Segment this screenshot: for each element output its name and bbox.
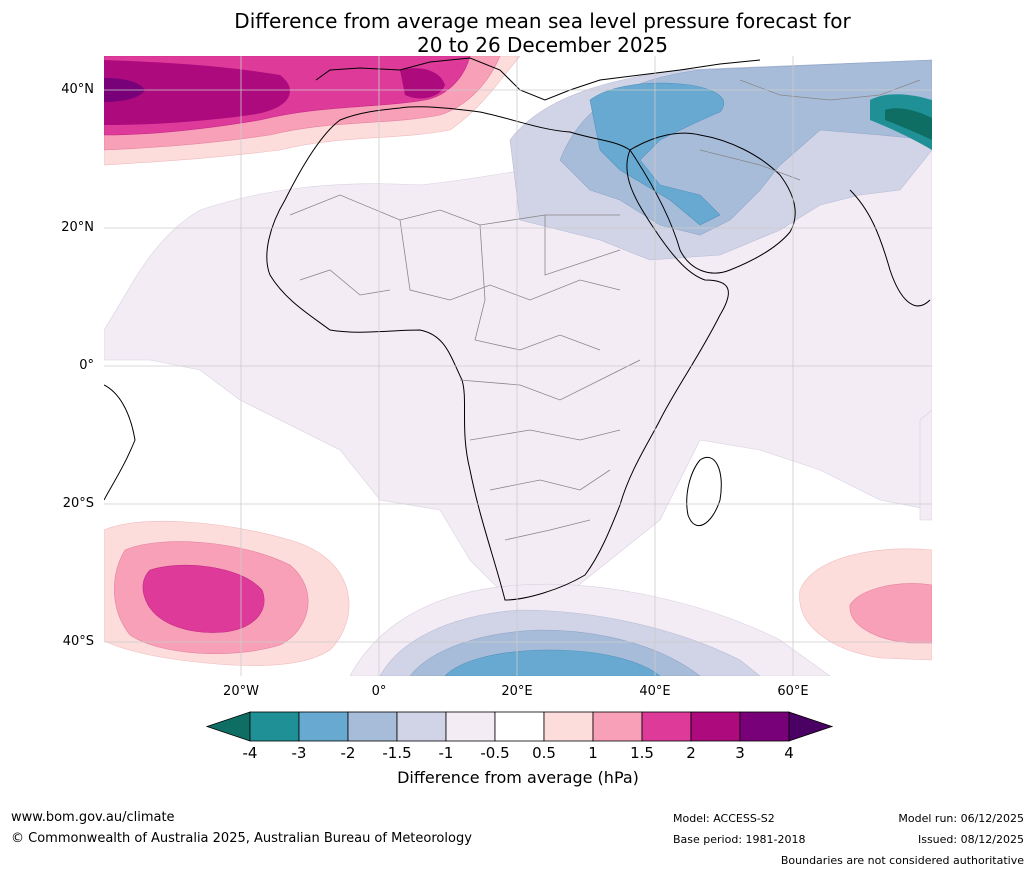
madagascar-coastline [686,457,722,527]
colorbar [205,711,834,742]
colorbar-extend-high [788,711,834,742]
arabian-peninsula-coastline [629,132,796,274]
colorbar-tick-label: -0.5 [480,744,510,762]
colorbar-tick-label: 3 [735,744,745,762]
colorbar-segment [347,711,398,742]
colorbar-tick-label: -2 [340,744,356,762]
colorbar-segment [396,711,447,742]
colorbar-tick-label: -1 [438,744,454,762]
africa-coastline [266,106,729,601]
footer-disclaimer: Boundaries are not considered authoritat… [780,854,1024,867]
colorbar-tick-label: 4 [784,744,794,762]
colorbar-tick-label: 0.5 [532,744,556,762]
anomaly-region-weak-negative-east [919,409,932,521]
anomaly-region-negative-4-core [885,108,932,140]
anomaly-region-positive-2-western-med [400,68,445,99]
lon-label-20w: 20°W [223,684,259,699]
lon-label-60e: 60°E [777,684,809,699]
colorbar-segment [494,711,545,742]
footer-copyright: © Commonwealth of Australia 2025, Austra… [11,831,472,846]
anomaly-region-positive-2-north-atlantic [104,60,290,125]
lat-label-40s: 40°S [62,634,94,649]
india-coastline [849,189,931,307]
south-america-coastline [104,384,136,501]
pressure-anomaly-field [104,56,932,676]
map-title-line-2: 20 to 26 December 2025 [416,33,668,57]
colorbar-tick-label: 1.5 [630,744,654,762]
colorbar-segment [298,711,349,742]
colorbar-tick-label: -1.5 [382,744,412,762]
colorbar-segment [445,711,496,742]
colorbar-tick-label: 2 [686,744,696,762]
colorbar-label: Difference from average (hPa) [397,768,639,787]
graticule [104,56,932,676]
footer-model: Model: ACCESS-S2 [673,812,775,825]
colorbar-segment [690,711,741,742]
anomaly-region-negative-2-middle-east [589,82,725,226]
anomaly-region-positive-1-south-indian-ocean [849,583,932,644]
lat-label-equator: 0° [79,358,94,373]
lon-label-20e: 20°E [501,684,533,699]
footer-base-period: Base period: 1981-2018 [673,833,806,846]
footer-model-run: Model run: 06/12/2025 [898,812,1024,825]
lon-label-40e: 40°E [639,684,671,699]
anomaly-region-positive-1-5-south-atlantic [142,564,265,633]
colorbar-extend-low [205,711,251,742]
footer-website: www.bom.gov.au/climate [11,810,175,825]
footer-issued: Issued: 08/12/2025 [917,833,1024,846]
colorbar-segment [543,711,594,742]
colorbar-segment [641,711,692,742]
colorbar-segment [249,711,300,742]
colorbar-tick-label: 1 [588,744,598,762]
colorbar-segment [739,711,790,742]
colorbar-tick-label: -4 [242,744,258,762]
map-title-line-1: Difference from average mean sea level p… [234,9,851,33]
colorbar-tick-label: -3 [291,744,307,762]
colorbar-segment [592,711,643,742]
lon-label-0: 0° [371,684,387,699]
lat-label-20s: 20°S [62,496,94,511]
anomaly-region-negative-2-south [444,649,661,676]
lat-label-40n: 40°N [61,82,94,97]
lat-label-20n: 20°N [61,220,94,235]
